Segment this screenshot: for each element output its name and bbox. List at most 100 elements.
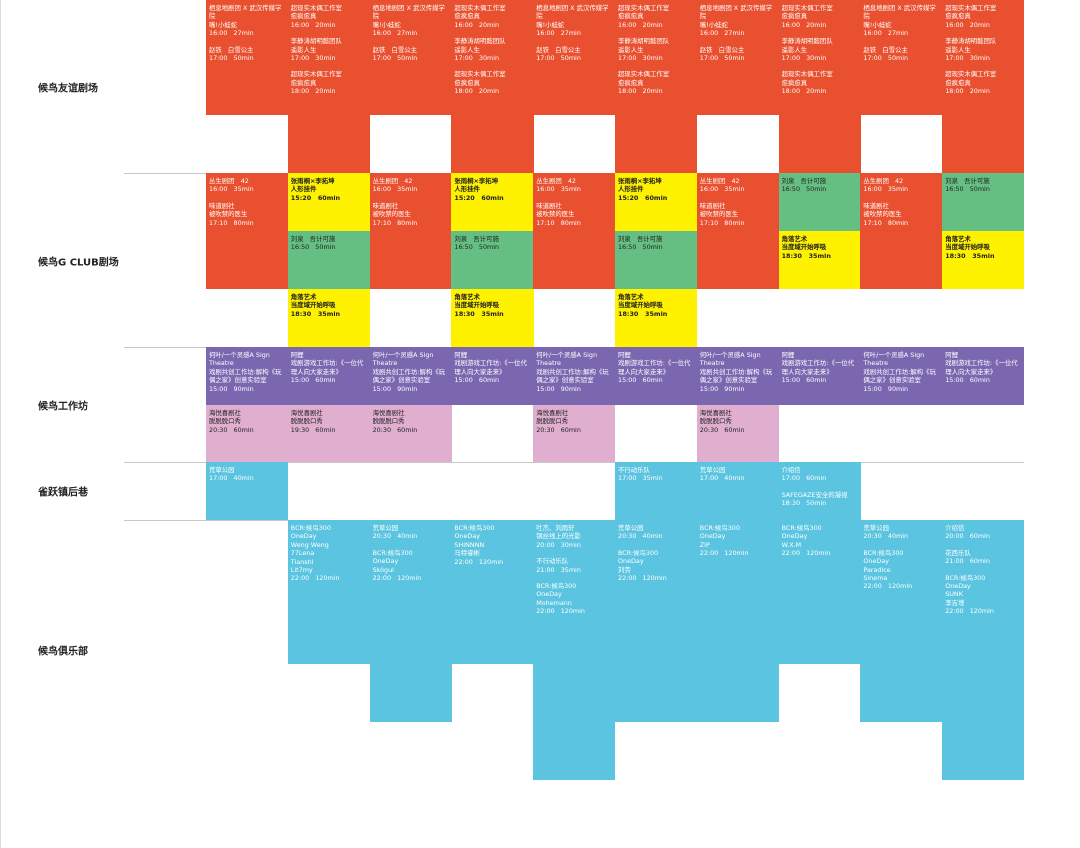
event-line: 刘泉 吾计可施 [781, 177, 827, 185]
event-line: 戏剧游戏工作坊:《一位代理人向大家走来》 [454, 359, 527, 376]
event-line: 人形挂件 [290, 185, 317, 194]
event-block: 栖息地剧团 X 武汉传媒学院 嘴!小蛙蛇 16:00 27min 赵铁 白雪公主 17:… [369, 0, 452, 115]
event-line: 17:10 80min [699, 218, 745, 227]
event: 介绍信 20:00 60min [945, 524, 1021, 541]
event: 海悦喜剧社 脱脱脱口秀 20:30 60min [373, 409, 449, 434]
event-line: 栖息地剧团 X 武汉传媒学院 [209, 4, 282, 21]
event-block: 栖息地剧团 X 武汉传媒学院 嘴!小蛙蛇 16:00 27min 赵铁 白雪公主 17:… [860, 0, 943, 115]
event-line: 22:00 120min [781, 549, 831, 558]
event-line: 赵铁 白雪公主 [699, 45, 745, 54]
event-line: 17:00 50min [536, 54, 581, 63]
event-line: 赵铁 白雪公主 [536, 45, 581, 54]
event-line: 何叶/一个灵感A Sign Theatre [536, 351, 600, 368]
event-line: 何叶/一个灵感A Sign Theatre [863, 351, 927, 368]
event: 荒草公园 20:30 40min [863, 524, 939, 541]
event-line: OneDay [699, 532, 726, 541]
event-line: OneDay [454, 532, 481, 541]
event-line: 何叶/一个灵感A Sign Theatre [372, 351, 436, 368]
event-line: 戏剧共创工作坊:解构《玩偶之家》创意实验室 [209, 367, 282, 385]
event-block: 超现实木偶工作室 愈疯愈真 16:00 20min 李静涛胡明懿团队 遥影人生 17:00… [778, 0, 861, 173]
event-line: 角落艺术 [290, 293, 317, 301]
event-line: 15:00 90min [209, 384, 254, 393]
event: 李静涛胡明懿团队 遥影人生 17:00 30min [618, 37, 694, 62]
event-line: 遥影人生 [454, 45, 480, 54]
event: 超现实木偶工作室 愈疯愈真 18:00 20min [454, 70, 530, 95]
event-line: Tianshi [290, 557, 314, 566]
event: 不行动乐队 17:00 35min [618, 466, 694, 483]
event-line: 遥影人生 [290, 45, 317, 54]
event-line: 阿鲤 [290, 351, 304, 359]
event-line: 脱脱脱口秀 [209, 417, 241, 426]
event-line: 愈疯愈真 [290, 12, 317, 21]
event: 刘泉 吾计可施 16:50 50min [454, 235, 530, 252]
event-line: 愈疯愈真 [454, 12, 480, 21]
event-line: 18:30 50min [781, 499, 827, 508]
event-block: 角落艺术 当度域开始呼吸 18:30 35min [615, 289, 698, 347]
event-line: 超现实木偶工作室 [290, 4, 342, 12]
event-block: 海悦喜剧社 脱脱脱口秀 20:30 60min [206, 405, 289, 462]
event-line: 16:50 50min [618, 243, 663, 252]
event-line: 当度域开始呼吸 [454, 301, 500, 310]
event-line: 花西乐队 [945, 548, 971, 557]
event: 栖息地剧团 X 武汉传媒学院 嘴!小蛙蛇 16:00 27min [373, 4, 449, 38]
event: 赵铁 白雪公主 17:00 50min [863, 46, 939, 63]
event-block: 何叶/一个灵感A Sign Theatre 戏剧共创工作坊:解构《玩偶之家》创意实… [860, 347, 943, 405]
event-line: 丛生剧团 42 [536, 177, 576, 185]
event-line: 被吹禁的医生 [536, 210, 575, 219]
event-line: 阿鲤 [618, 351, 631, 359]
event-line: 丛生剧团 42 [372, 177, 413, 185]
event-line: 刘劳 [618, 565, 631, 574]
event-line: 18:30 35min [618, 309, 668, 318]
event-line: 超现实木偶工作室 [945, 4, 997, 12]
event: 花西乐队 21:00 60min [945, 549, 1021, 566]
event-line: SHINNNN [454, 540, 485, 549]
event-line: 16:00 27min [209, 29, 254, 38]
event: 味道剧社 被吹禁的医生 17:10 80min [209, 202, 285, 227]
event-line: 16:00 35min [699, 185, 745, 194]
event-line: 当度域开始呼吸 [945, 243, 990, 252]
event-line: 20:00 60min [945, 532, 990, 541]
event-line: 赵铁 白雪公主 [209, 45, 254, 54]
event: 超现实木偶工作室 愈疯愈真 16:00 20min [618, 4, 694, 29]
event-line: Sinema [863, 574, 888, 583]
event-line: BCR:候鸟300 [781, 524, 822, 532]
event-line: 16:00 27min [863, 29, 909, 38]
event: 刘泉 吾计可施 16:50 50min [291, 235, 367, 252]
event-block: 栖息地剧团 X 武汉传媒学院 嘴!小蛙蛇 16:00 27min 赵铁 白雪公主 17:… [206, 0, 289, 115]
event-block: 介绍信 17:00 60min SAFEGAZE安全的凝视 18:30 50min [778, 462, 861, 520]
event-line: 15:00 60min [945, 376, 990, 385]
event: 何叶/一个灵感A Sign Theatre 戏剧共创工作坊:解构《玩偶之家》创意实… [373, 351, 449, 393]
event: 阿鲤 戏剧游戏工作坊:《一位代理人向大家走来》 15:00 60min [454, 351, 530, 385]
event-line: 戏剧共创工作坊:解构《玩偶之家》创意实验室 [536, 367, 609, 385]
event-line: 愈疯愈真 [454, 78, 480, 87]
event-line: 人形挂件 [454, 185, 480, 194]
event-line: 李静涛胡明懿团队 [945, 37, 997, 46]
event-line: OneDay [863, 557, 890, 566]
event-line: 嘴!小蛙蛇 [536, 20, 565, 29]
event: 荒草公园 17:00 40min [700, 466, 776, 483]
event-block: 荒草公园 17:00 40min [696, 462, 780, 520]
event-line: BCR:候鸟300 [863, 548, 904, 557]
event-line: 海悦喜剧社 [699, 409, 732, 417]
event-line: 戏剧游戏工作坊:《一位代理人向大家走来》 [781, 359, 855, 376]
event-block: 角落艺术 当度域开始呼吸 18:30 35min [778, 231, 861, 289]
event-line: 22:00 120min [699, 549, 749, 558]
event: 超现实木偶工作室 愈疯愈真 16:00 20min [945, 4, 1021, 29]
event-line: Lit7my [290, 566, 313, 575]
event-line: 超现实木偶工作室 [618, 70, 670, 79]
event-line: 超现实木偶工作室 [454, 70, 506, 79]
event-line: 17:10 80min [372, 218, 418, 227]
event-line: 味道剧社 [209, 201, 235, 210]
event-line: 17:00 30min [945, 54, 990, 63]
event-line: 超现实木偶工作室 [454, 4, 506, 12]
event-line: 赵铁 白雪公主 [372, 45, 418, 54]
event: 角落艺术 当度域开始呼吸 18:30 35min [291, 293, 367, 318]
event-block: 刘泉 吾计可施 16:50 50min [942, 173, 1025, 231]
event-line: 17:00 40min [209, 474, 254, 483]
event: SAFEGAZE安全的凝视 18:30 50min [782, 491, 858, 508]
event: 赵铁 白雪公主 17:00 50min [209, 46, 285, 63]
event-line: 17:00 50min [209, 54, 254, 63]
event-line: 18:00 20min [945, 87, 990, 96]
event-line: BCR:候鸟300 [290, 524, 331, 532]
event-line: 赵铁 白雪公主 [863, 45, 908, 54]
